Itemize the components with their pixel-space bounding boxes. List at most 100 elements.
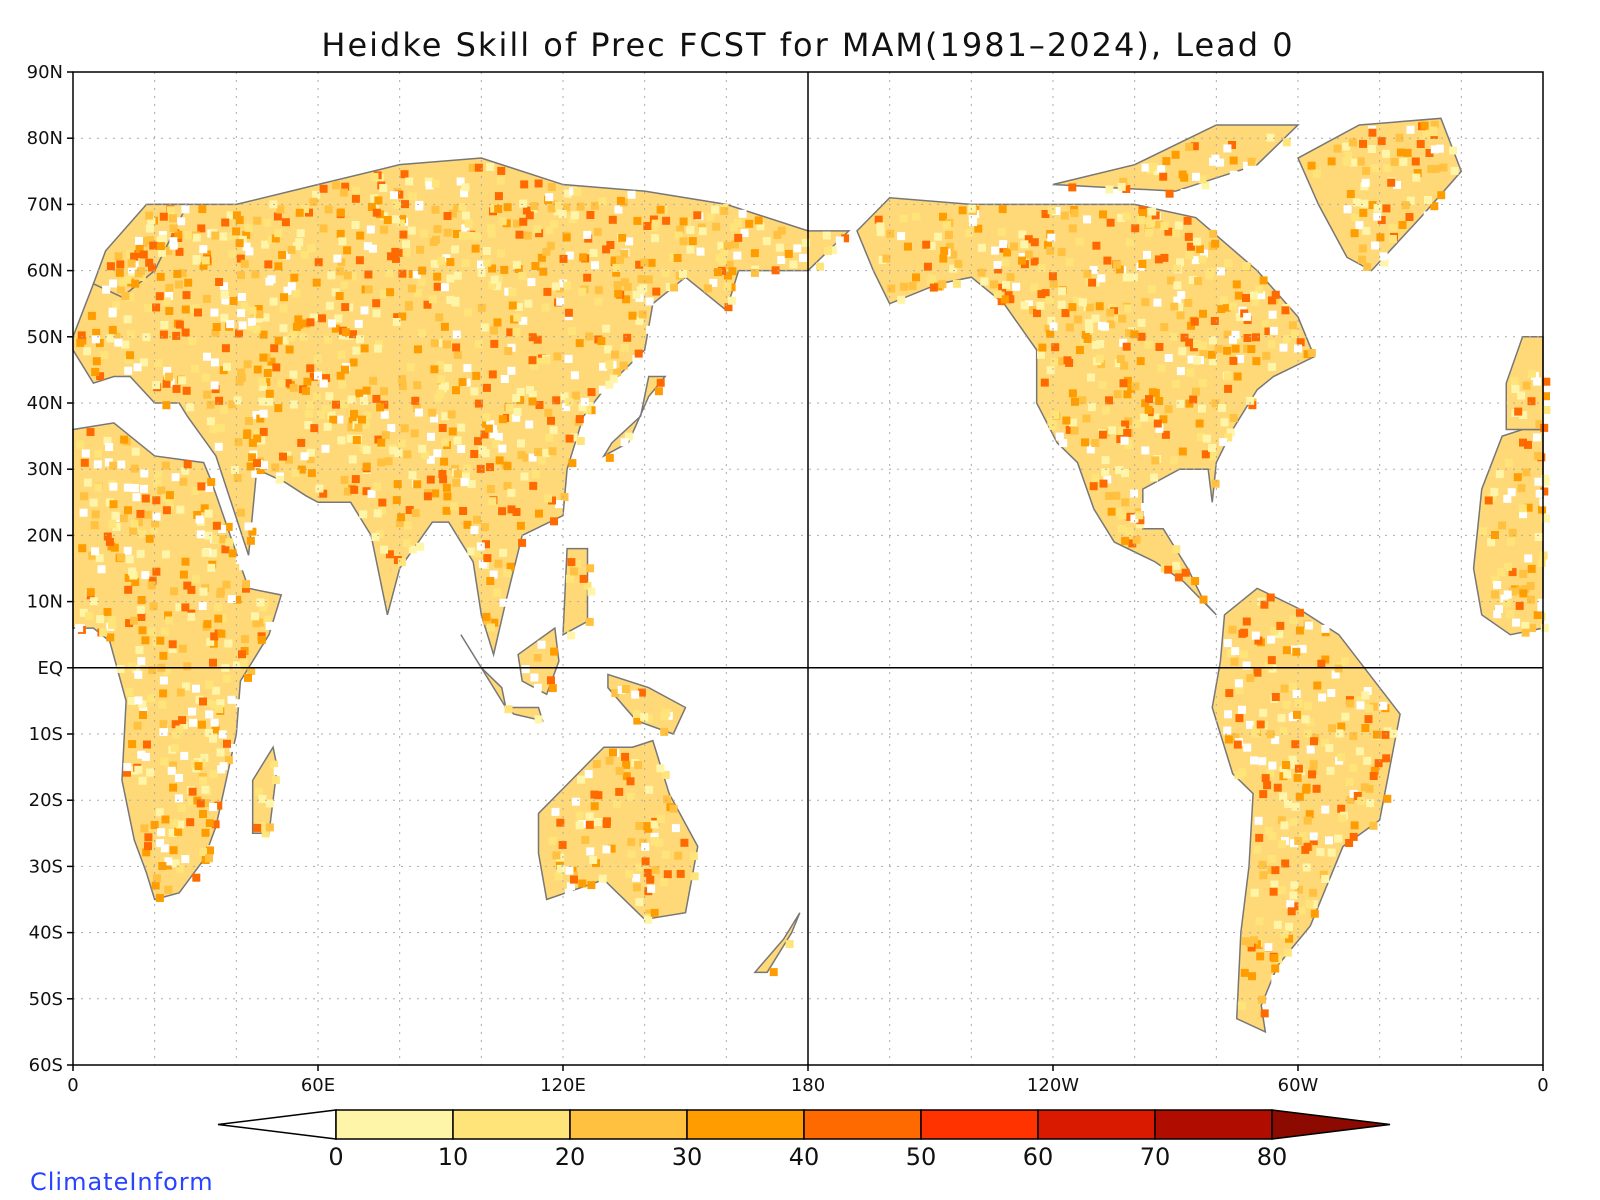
skill-cell [1371, 241, 1380, 250]
skill-cell [1345, 777, 1354, 786]
skill-cell [1540, 623, 1549, 632]
skill-cell [172, 731, 181, 739]
skill-cell [507, 488, 516, 497]
skill-cell [785, 940, 794, 949]
skill-cell [524, 299, 533, 308]
skill-cell [1416, 140, 1425, 148]
skill-cell [508, 301, 517, 310]
skill-cell [138, 529, 147, 538]
skill-cell [205, 483, 214, 492]
skill-cell [548, 836, 557, 845]
skill-cell [379, 289, 388, 298]
skill-cell [380, 387, 388, 396]
skill-cell [1405, 213, 1414, 221]
skill-cell [289, 400, 298, 409]
skill-cell [271, 234, 280, 243]
skill-cell [516, 521, 525, 530]
skill-cell [171, 720, 180, 729]
skill-cell [338, 380, 347, 389]
skill-cell [265, 799, 274, 808]
skill-cell [248, 306, 257, 315]
skill-cell [447, 410, 456, 419]
skill-cell [279, 304, 288, 313]
skill-cell [1102, 406, 1111, 415]
skill-cell [1247, 345, 1256, 354]
skill-cell [1171, 150, 1180, 159]
skill-cell [267, 357, 276, 366]
skill-cell [1271, 736, 1280, 745]
skill-cell [1369, 702, 1378, 711]
skill-cell [490, 204, 499, 213]
map-title: Heidke Skill of Prec FCST for MAM(1981–2… [321, 26, 1295, 64]
colorbar-label: 70 [1140, 1143, 1171, 1171]
skill-cell [1105, 396, 1113, 405]
skill-cell [148, 576, 157, 585]
skill-cell [176, 864, 185, 873]
skill-cell [1527, 397, 1536, 406]
skill-cell [1123, 304, 1132, 313]
skill-cell [1367, 145, 1376, 153]
skill-cell [1484, 496, 1493, 505]
skill-cell [192, 256, 201, 265]
skill-cell [117, 285, 125, 294]
skill-cell [314, 258, 323, 267]
skill-cell [374, 344, 382, 353]
skill-cell [199, 261, 208, 270]
skill-cell [1422, 131, 1431, 140]
skill-cell [793, 244, 802, 253]
skill-cell [239, 658, 248, 667]
skill-cell [236, 254, 245, 263]
skill-cell [663, 870, 672, 879]
skill-cell [160, 321, 169, 329]
skill-cell [431, 489, 440, 498]
skill-cell [1406, 196, 1415, 205]
skill-cell [605, 380, 614, 389]
longitude-ticks: 0 60E 120E 180 120W 60W 0 [67, 1065, 1549, 1096]
skill-cell [181, 205, 190, 214]
skill-cell [545, 193, 554, 202]
skill-cell [1037, 350, 1045, 359]
skill-cell [1196, 433, 1205, 441]
skill-cell [1382, 149, 1390, 158]
skill-cell [558, 210, 567, 218]
skill-cell [304, 409, 313, 418]
skill-cell [1065, 258, 1074, 267]
skill-cell [121, 340, 130, 349]
skill-cell [498, 217, 507, 226]
skill-cell [130, 484, 139, 493]
skill-cell [1178, 347, 1187, 356]
skill-cell [244, 223, 253, 232]
skill-cell [457, 423, 466, 432]
skill-cell [96, 615, 105, 624]
skill-cell [1103, 475, 1112, 484]
skill-cell [1059, 439, 1068, 448]
skill-cell [1228, 335, 1237, 344]
skill-cell [1479, 527, 1488, 536]
skill-cell [633, 710, 641, 718]
skill-cell [273, 767, 282, 776]
skill-cell [169, 846, 178, 855]
skill-cell [520, 472, 529, 481]
skill-cell [159, 676, 168, 685]
skill-cell [1511, 385, 1520, 393]
skill-cell [698, 227, 707, 236]
skill-cell [137, 750, 146, 759]
skill-cell [1220, 296, 1229, 305]
skill-cell [908, 282, 917, 290]
skill-cell [573, 187, 582, 196]
skill-cell [270, 760, 279, 769]
skill-cell [319, 489, 328, 498]
skill-cell [201, 548, 210, 557]
skill-cell [366, 225, 375, 234]
skill-cell [614, 205, 623, 214]
skill-cell [1267, 296, 1276, 305]
skill-cell [135, 646, 144, 654]
skill-cell [1247, 157, 1256, 166]
skill-cell [1046, 366, 1055, 375]
skill-cell [221, 545, 230, 554]
skill-cell [1186, 242, 1195, 251]
skill-cell [133, 721, 142, 730]
skill-cell [1220, 418, 1229, 427]
skill-cell [344, 487, 352, 496]
skill-cell [448, 427, 457, 436]
